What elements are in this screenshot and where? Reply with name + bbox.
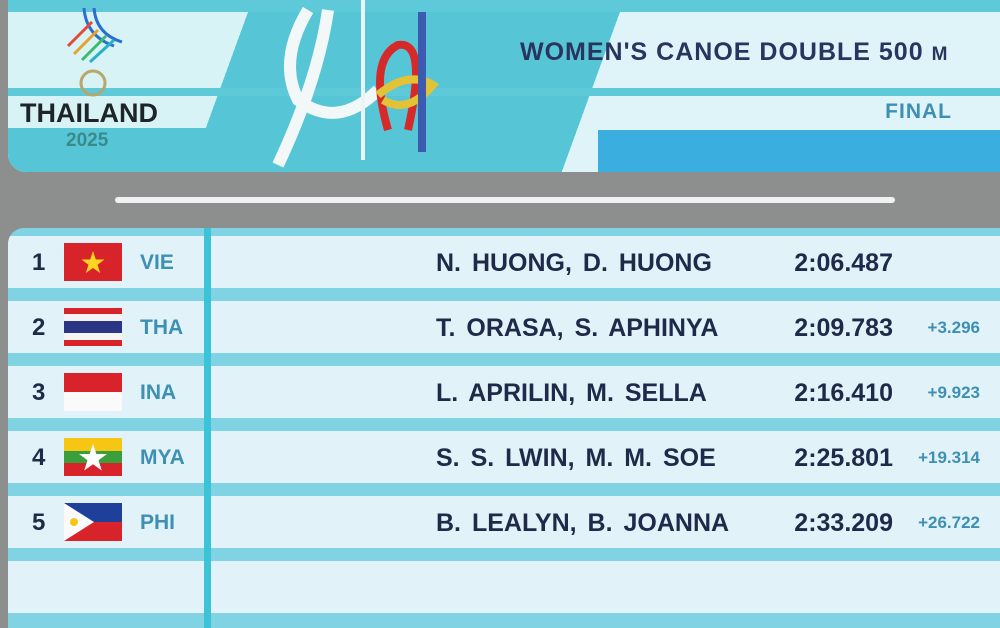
table-row: 5 PHI B. LEALYN, B. JOANNA 2:33.209 +26.… <box>8 496 1000 548</box>
event-title-text: WOMEN'S CANOE DOUBLE 500 <box>520 38 924 66</box>
row-right <box>211 561 1000 613</box>
header-stripe <box>598 130 1000 172</box>
row-right: L. APRILIN, M. SELLA 2:16.410 +9.923 <box>211 366 1000 418</box>
time-diff: +9.923 <box>927 383 980 402</box>
event-unit: M <box>931 44 949 65</box>
country-code: VIE <box>140 251 174 274</box>
canoe-mascot-icon <box>272 0 440 168</box>
rank: 2 <box>32 314 46 341</box>
row-left: 1 VIE <box>8 236 204 288</box>
empty-row <box>8 561 1000 613</box>
vietnam-flag-icon <box>64 243 122 281</box>
thailand-flag-icon <box>64 308 122 346</box>
time-diff: +3.296 <box>927 318 980 337</box>
table-row: 3 INA L. APRILIN, M. SELLA 2:16.410 +9.9… <box>8 366 1000 418</box>
event-header: THAILAND 2025 WOMEN'S CANOE DOUBLE 500 M… <box>8 0 1000 172</box>
time: 2:16.410 <box>794 379 893 407</box>
row-left: 5 PHI <box>8 496 204 548</box>
time-diff: +19.314 <box>918 448 980 467</box>
logo-year: 2025 <box>66 130 109 151</box>
rank: 3 <box>32 379 46 406</box>
divider <box>115 197 895 203</box>
time: 2:09.783 <box>794 314 893 342</box>
sea-games-logo-icon <box>66 7 123 64</box>
row-right: T. ORASA, S. APHINYA 2:09.783 +3.296 <box>211 301 1000 353</box>
table-row: 4 MYA S. S. LWIN, M. M. SOE 2:25.801 +19… <box>8 431 1000 483</box>
country-code: PHI <box>140 511 176 534</box>
country-code: MYA <box>140 446 185 469</box>
athletes: S. S. LWIN, M. M. SOE <box>436 444 716 472</box>
header-stripe <box>8 88 1000 96</box>
time: 2:25.801 <box>794 444 893 472</box>
philippines-flag-icon <box>64 503 122 541</box>
results-table: 1 VIE N. HUONG, D. HUONG 2:06.487 2 THA … <box>8 228 1000 628</box>
row-right: B. LEALYN, B. JOANNA 2:33.209 +26.722 <box>211 496 1000 548</box>
header-stripe <box>8 0 1000 12</box>
time: 2:06.487 <box>794 249 893 277</box>
athletes: B. LEALYN, B. JOANNA <box>436 509 730 537</box>
column-divider <box>204 228 211 628</box>
time: 2:33.209 <box>794 509 893 537</box>
row-left: 4 MYA <box>8 431 204 483</box>
rank: 5 <box>32 509 46 536</box>
row-right: N. HUONG, D. HUONG 2:06.487 <box>211 236 1000 288</box>
row-left: 2 THA <box>8 301 204 353</box>
table-row: 2 THA T. ORASA, S. APHINYA 2:09.783 +3.2… <box>8 301 1000 353</box>
row-right: S. S. LWIN, M. M. SOE 2:25.801 +19.314 <box>211 431 1000 483</box>
myanmar-flag-icon <box>64 438 122 476</box>
table-row: 1 VIE N. HUONG, D. HUONG 2:06.487 <box>8 236 1000 288</box>
country-code: THA <box>140 316 184 339</box>
phase-label: FINAL <box>885 100 952 123</box>
event-title: WOMEN'S CANOE DOUBLE 500 M <box>520 38 948 67</box>
emblem-icon <box>79 69 107 97</box>
rank: 4 <box>32 444 46 471</box>
athletes: N. HUONG, D. HUONG <box>436 249 712 277</box>
logo-text: THAILAND <box>20 98 158 128</box>
rank: 1 <box>32 249 46 276</box>
athletes: T. ORASA, S. APHINYA <box>436 314 719 342</box>
country-code: INA <box>140 381 177 404</box>
indonesia-flag-icon <box>64 373 122 411</box>
time-diff: +26.722 <box>918 513 980 532</box>
header-stripe <box>8 128 268 172</box>
row-left <box>8 561 204 613</box>
athletes: L. APRILIN, M. SELLA <box>436 379 707 407</box>
row-left: 3 INA <box>8 366 204 418</box>
